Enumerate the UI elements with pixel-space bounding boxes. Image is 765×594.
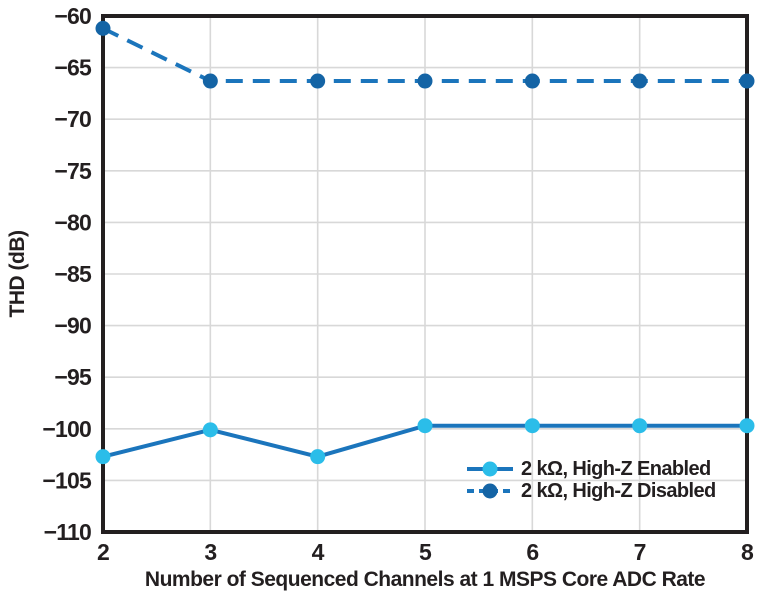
data-point-marker-series-0 (632, 418, 648, 434)
x-tick-label: 4 (312, 539, 325, 565)
data-point-marker-series-0 (417, 418, 433, 434)
x-tick-label: 7 (634, 539, 646, 565)
legend-item-disabled: 2 kΩ, High-Z Disabled (466, 480, 716, 502)
data-point-marker-series-1 (632, 73, 648, 89)
legend: 2 kΩ, High-Z Enabled 2 kΩ, High-Z Disabl… (466, 458, 716, 502)
plot-frame (101, 14, 749, 534)
y-tick-label: −95 (54, 364, 92, 390)
legend-label-enabled: 2 kΩ, High-Z Enabled (521, 457, 711, 480)
data-point-marker-series-0 (95, 449, 111, 465)
data-point-marker-series-1 (95, 20, 111, 36)
data-point-marker-series-1 (739, 73, 755, 89)
y-tick-label: −75 (54, 158, 92, 184)
y-tick-label: −110 (44, 519, 91, 545)
data-point-marker-series-0 (202, 422, 218, 438)
x-tick-label: 6 (526, 539, 538, 565)
y-tick-label: −100 (42, 416, 91, 442)
y-tick-label: −90 (54, 313, 91, 339)
legend-item-enabled: 2 kΩ, High-Z Enabled (466, 458, 716, 480)
data-point-marker-series-0 (310, 449, 326, 465)
y-tick-label: −80 (54, 209, 91, 235)
x-axis-title: Number of Sequenced Channels at 1 MSPS C… (145, 568, 705, 591)
data-point-marker-series-0 (524, 418, 540, 434)
data-point-marker-series-1 (524, 73, 540, 89)
data-point-marker-series-1 (202, 73, 218, 89)
y-tick-label: −65 (54, 55, 92, 81)
x-tick-label: 8 (741, 539, 754, 565)
y-axis-title: THD (dB) (6, 231, 29, 318)
y-tick-label: −70 (54, 106, 91, 132)
x-tick-label: 5 (419, 539, 432, 565)
y-tick-label: −60 (54, 3, 91, 29)
y-tick-label: −105 (42, 467, 92, 493)
x-tick-label: 3 (204, 539, 216, 565)
legend-swatch-solid-line-icon (467, 461, 513, 477)
x-tick-label: 2 (97, 539, 109, 565)
data-point-marker-series-1 (417, 73, 433, 89)
legend-label-disabled: 2 kΩ, High-Z Disabled (521, 479, 716, 502)
y-tick-label: −85 (54, 261, 92, 287)
data-point-marker-series-1 (310, 73, 326, 89)
data-point-marker-series-0 (739, 418, 755, 434)
legend-swatch-dashed-line-icon (467, 483, 513, 499)
